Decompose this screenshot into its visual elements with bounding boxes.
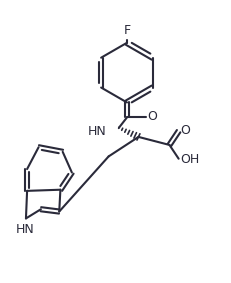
Text: HN: HN	[88, 125, 106, 138]
Text: F: F	[123, 24, 131, 37]
Text: HN: HN	[15, 224, 34, 237]
Text: O: O	[180, 124, 190, 137]
Text: O: O	[148, 110, 158, 123]
Text: OH: OH	[180, 153, 200, 166]
